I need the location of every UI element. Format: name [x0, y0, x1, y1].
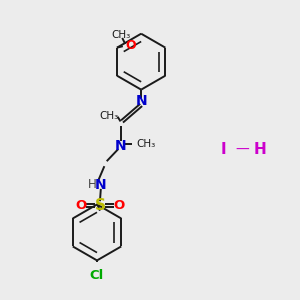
Text: O: O [75, 200, 86, 212]
Text: N: N [115, 139, 126, 153]
Text: S: S [94, 198, 105, 213]
Text: —: — [236, 143, 250, 157]
Text: H: H [254, 142, 267, 158]
Text: CH₃: CH₃ [100, 111, 119, 121]
Text: CH₃: CH₃ [137, 139, 156, 149]
Text: O: O [113, 200, 125, 212]
Text: CH₃: CH₃ [111, 30, 130, 40]
Text: H: H [88, 178, 97, 191]
Text: O: O [125, 39, 136, 52]
Text: N: N [135, 94, 147, 108]
Text: N: N [95, 178, 106, 192]
Text: I: I [221, 142, 226, 158]
Text: Cl: Cl [90, 269, 104, 282]
